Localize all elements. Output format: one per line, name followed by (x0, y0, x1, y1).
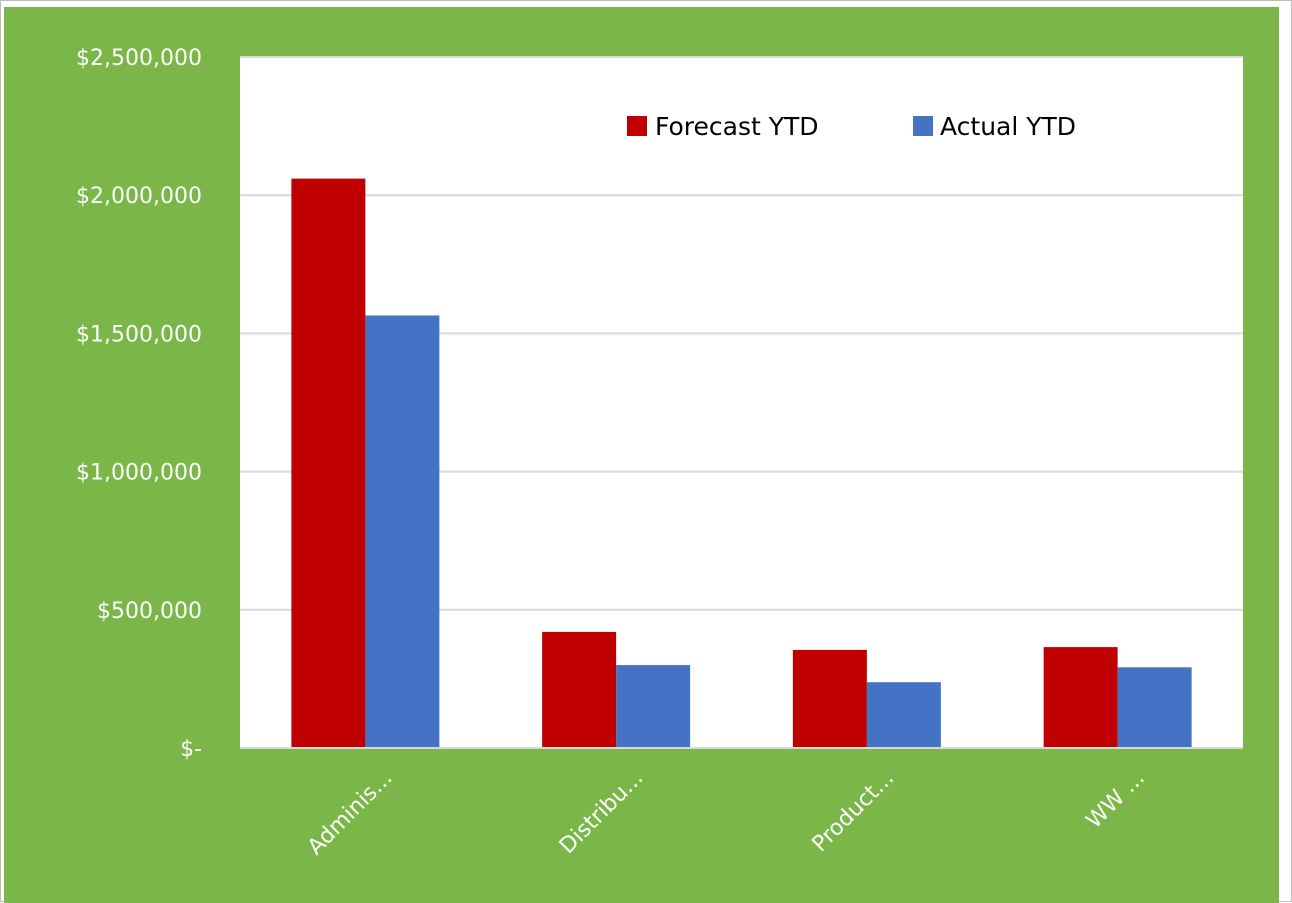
y-tick-label: $1,500,000 (76, 322, 202, 347)
legend-label-actual: Actual YTD (940, 112, 1076, 141)
bar-actual-2 (616, 665, 691, 748)
y-tick-label: $1,000,000 (76, 461, 202, 486)
bar-forecast-3 (792, 649, 867, 748)
bar-forecast-2 (542, 631, 617, 748)
bars (291, 178, 1192, 749)
bar-forecast-4 (1043, 647, 1118, 748)
y-tick-label: $2,000,000 (76, 184, 202, 209)
legend-swatch-actual (913, 116, 933, 136)
legend-label-forecast: Forecast YTD (655, 112, 819, 141)
y-tick-label: $- (180, 737, 202, 762)
bar-actual-1 (365, 315, 440, 748)
bar-actual-4 (1117, 667, 1192, 748)
y-tick-label: $2,500,000 (76, 46, 202, 71)
y-axis-tick-labels: $2,500,000 $2,000,000 $1,500,000 $1,000,000… (76, 46, 202, 762)
legend-swatch-forecast (627, 116, 647, 136)
legend: Forecast YTD Actual YTD (627, 112, 1076, 141)
bar-forecast-1 (291, 178, 366, 749)
bar-actual-3 (866, 682, 941, 748)
y-tick-label: $500,000 (97, 599, 202, 624)
